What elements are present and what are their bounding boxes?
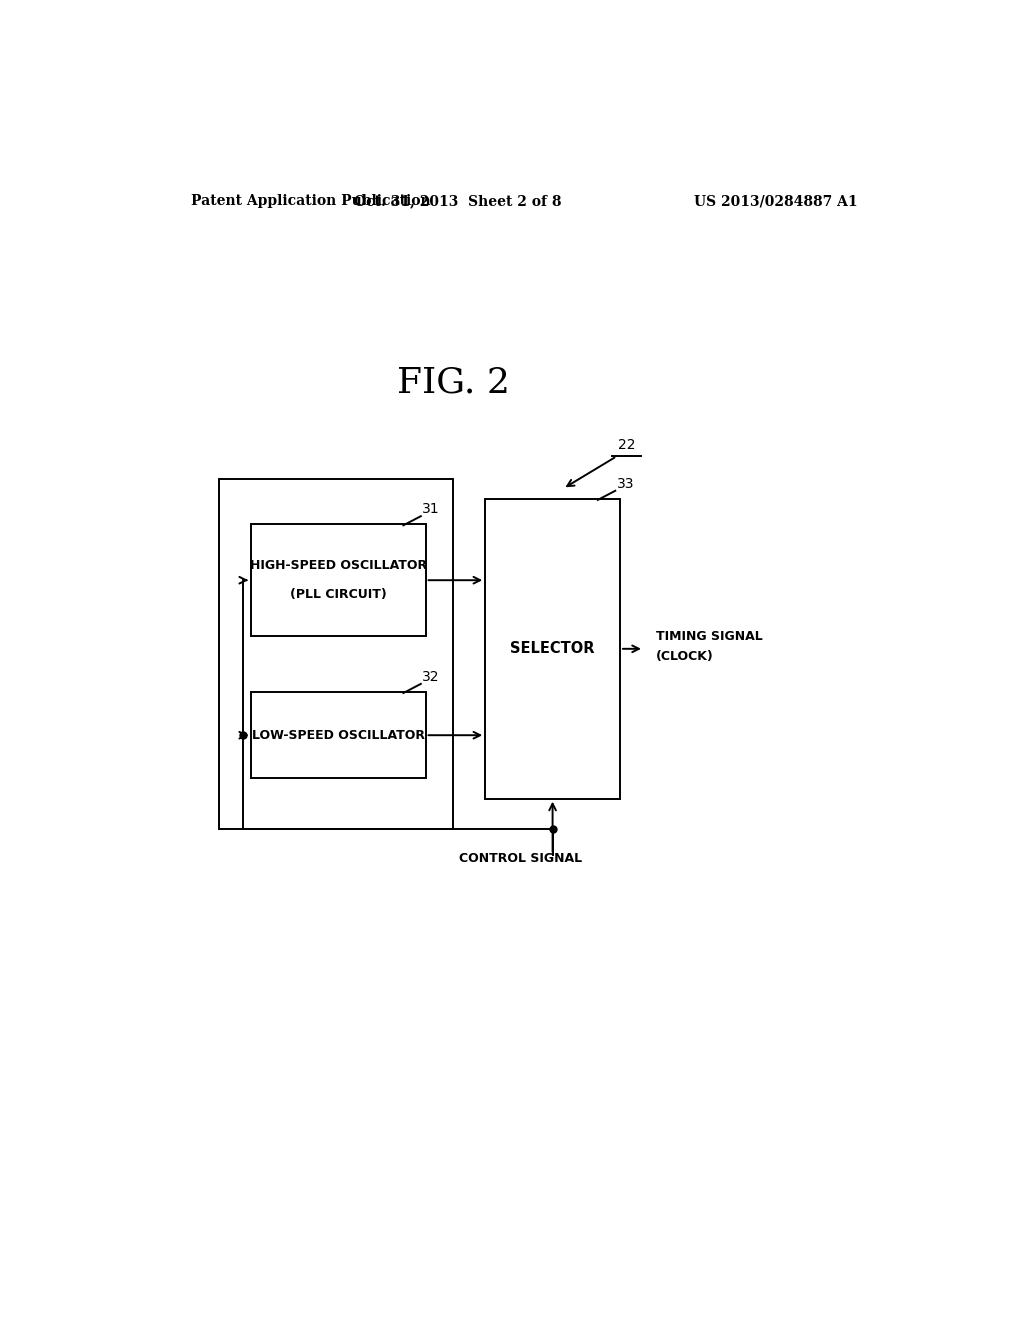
Text: CONTROL SIGNAL: CONTROL SIGNAL	[460, 851, 583, 865]
Text: FIG. 2: FIG. 2	[397, 366, 510, 399]
Bar	[219, 479, 454, 829]
Bar	[251, 692, 426, 779]
Text: (CLOCK): (CLOCK)	[655, 649, 714, 663]
Text: Oct. 31, 2013  Sheet 2 of 8: Oct. 31, 2013 Sheet 2 of 8	[353, 194, 561, 209]
Bar	[251, 524, 426, 636]
Text: LOW-SPEED OSCILLATOR: LOW-SPEED OSCILLATOR	[252, 729, 425, 742]
Text: 32: 32	[423, 669, 440, 684]
Text: (PLL CIRCUIT): (PLL CIRCUIT)	[290, 587, 387, 601]
Text: SELECTOR: SELECTOR	[510, 642, 595, 656]
Text: TIMING SIGNAL: TIMING SIGNAL	[655, 630, 763, 643]
Text: HIGH-SPEED OSCILLATOR: HIGH-SPEED OSCILLATOR	[250, 560, 427, 573]
Text: US 2013/0284887 A1: US 2013/0284887 A1	[694, 194, 858, 209]
Text: 22: 22	[617, 438, 635, 453]
Text: 33: 33	[616, 477, 634, 491]
Text: 31: 31	[423, 502, 440, 516]
Bar	[485, 499, 620, 799]
Text: Patent Application Publication: Patent Application Publication	[191, 194, 431, 209]
